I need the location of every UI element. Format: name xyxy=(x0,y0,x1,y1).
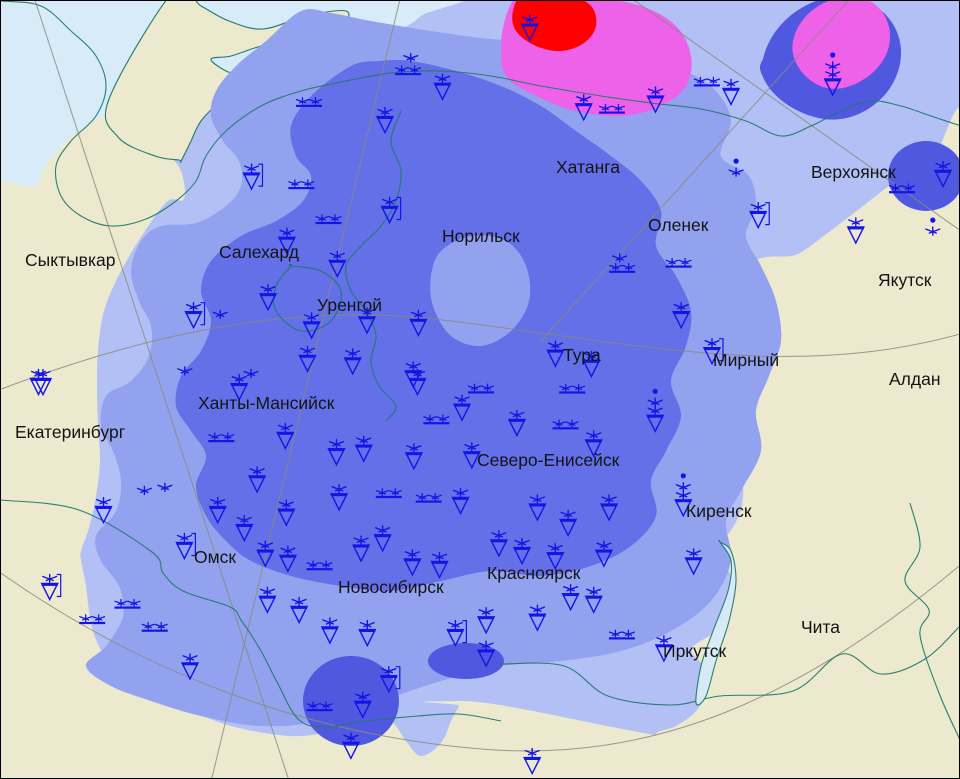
svg-text:Новосибирск: Новосибирск xyxy=(338,577,444,597)
svg-text:Тура: Тура xyxy=(563,345,601,365)
svg-text:Красноярск: Красноярск xyxy=(487,563,581,583)
svg-text:Ханты-Мансийск: Ханты-Мансийск xyxy=(198,393,335,413)
svg-text:Хатанга: Хатанга xyxy=(556,157,620,177)
svg-text:Омск: Омск xyxy=(194,547,236,567)
svg-text:Северо-Енисейск: Северо-Енисейск xyxy=(477,450,620,470)
svg-text:Алдан: Алдан xyxy=(889,369,941,389)
svg-text:Уренгой: Уренгой xyxy=(317,295,382,315)
svg-text:Салехард: Салехард xyxy=(219,242,299,262)
svg-text:Иркутск: Иркутск xyxy=(663,641,726,661)
svg-text:Норильск: Норильск xyxy=(442,226,520,246)
svg-text:Оленек: Оленек xyxy=(648,215,709,235)
svg-text:Екатеринбург: Екатеринбург xyxy=(15,422,125,442)
svg-text:Киренск: Киренск xyxy=(686,501,752,521)
svg-text:Сыктывкар: Сыктывкар xyxy=(25,250,115,270)
svg-text:Верхоянск: Верхоянск xyxy=(811,162,896,182)
svg-text:Якутск: Якутск xyxy=(878,270,932,290)
svg-text:Чита: Чита xyxy=(801,617,840,637)
svg-text:Мирный: Мирный xyxy=(713,350,779,370)
